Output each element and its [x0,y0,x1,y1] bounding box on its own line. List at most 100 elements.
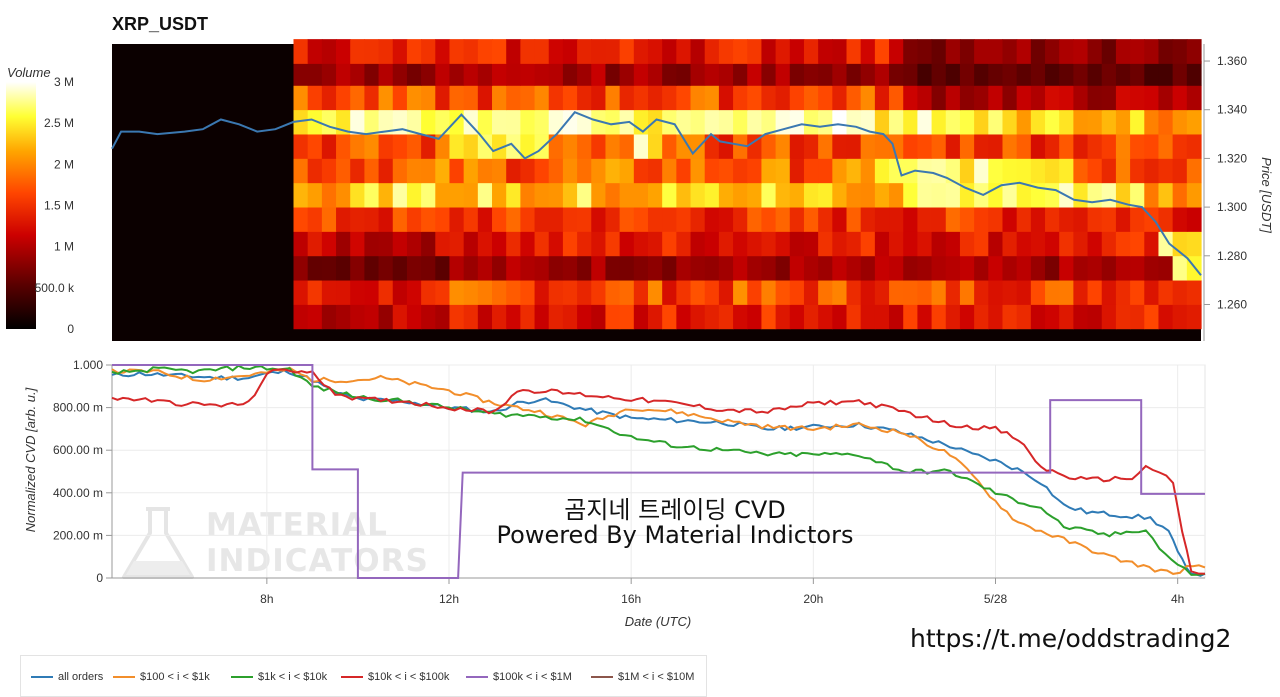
heatmap-cell [832,304,848,330]
heatmap-cell [421,158,436,184]
heatmap-cell [676,109,692,135]
heatmap-cell [605,85,621,111]
heatmap-cell [350,109,365,135]
heatmap-cell [392,109,408,135]
heatmap-cell [747,39,763,64]
heatmap-cell [562,85,578,111]
telegram-link[interactable]: https://t.me/oddstrading2 [910,624,1232,653]
heatmap-cell [364,85,380,111]
heatmap-cell [889,85,904,111]
heatmap-cell [789,231,805,257]
heatmap-cell [477,255,493,281]
legend-swatch [231,676,253,679]
heatmap-cell [974,280,989,305]
heatmap-cell [463,158,479,184]
heatmap-cell [1172,255,1188,281]
heatmap-cell [1158,61,1174,86]
heatmap-cell [449,207,465,232]
heatmap-cell [293,280,309,305]
heatmap-cell [818,280,833,305]
heatmap-cell [1016,85,1032,111]
heatmap-cell [1158,158,1174,184]
heatmap-cell [747,134,763,159]
heatmap-cell [846,39,862,64]
heatmap-cell [733,134,748,159]
heatmap-cell [392,182,408,208]
heatmap-cell [1087,280,1103,305]
watermark: MATERIAL INDICATORS [118,505,428,585]
heatmap-cell [591,207,607,232]
heatmap-cell [761,207,777,232]
heatmap-cell [1115,207,1131,232]
heatmap-cell [421,231,436,257]
heatmap-cell [506,39,521,64]
legend-item[interactable]: $1M < i < $10M [591,671,694,685]
legend-item[interactable]: $10k < i < $100k [341,671,449,685]
heatmap-cell [1030,39,1046,64]
heatmap-cell [350,231,365,257]
heatmap-cell [988,134,1004,159]
heatmap-cell [307,158,323,184]
heatmap-cell [747,231,763,257]
heatmap-cell [1130,207,1145,232]
heatmap-cell [605,182,621,208]
heatmap-cell [662,61,677,86]
heatmap-cell [917,207,933,232]
heatmap-cell [889,109,904,135]
heatmap-cell [846,280,862,305]
heatmap-cell [1016,109,1032,135]
heatmap-cell [789,304,805,330]
heatmap-cell [917,134,933,159]
heatmap-cell [293,255,309,281]
heatmap-cell [832,158,848,184]
heatmap-cell [860,85,876,111]
heatmap-cell [931,61,947,86]
heatmap-cell [1130,182,1145,208]
heatmap-cell [378,207,394,232]
heatmap-cell [945,39,961,64]
heatmap-cell [1130,109,1145,135]
heatmap-cell [336,304,351,330]
heatmap-cell [477,109,493,135]
heatmap-cell [860,304,876,330]
heatmap-cell [633,134,649,159]
heatmap-cell [860,61,876,86]
heatmap-cell [1002,158,1018,184]
legend-item[interactable]: all orders [31,671,103,685]
heatmap-cell [1045,61,1060,86]
price-tick-label: 1.260 [1217,297,1247,311]
heatmap-cell [974,158,989,184]
heatmap-cell [449,85,465,111]
heatmap-cell [633,207,649,232]
heatmap-cell [1115,109,1131,135]
legend-item[interactable]: $100 < i < $1k [113,671,210,685]
heatmap-cell [293,134,309,159]
heatmap-cell [662,39,677,64]
heatmap-cell [350,39,365,64]
heatmap-cell [293,207,309,232]
heatmap-cell [633,61,649,86]
heatmap-cell [690,109,706,135]
heatmap-cell [577,134,592,159]
heatmap-cell [619,255,635,281]
heatmap-cell [435,255,451,281]
heatmap-cell [1016,304,1032,330]
legend-item[interactable]: $100k < i < $1M [466,671,572,685]
heatmap-cell [903,304,919,330]
flask-icon [122,507,194,579]
heatmap-cell [846,255,862,281]
heatmap-cell [945,85,961,111]
heatmap-cell [775,85,791,111]
heatmap-cell [1172,85,1188,111]
heatmap-cell [364,182,380,208]
heatmap-cell [1045,255,1060,281]
heatmap-cell [903,182,919,208]
colorbar-tick-label: 0 [67,322,74,336]
cvd-x-tick-label: 12h [439,592,459,606]
heatmap-cell [421,280,436,305]
heatmap-cell [889,39,904,64]
heatmap-cell [1087,39,1103,64]
heatmap-cell [463,280,479,305]
heatmap-cell [931,39,947,64]
legend-item[interactable]: $1k < i < $10k [231,671,327,685]
